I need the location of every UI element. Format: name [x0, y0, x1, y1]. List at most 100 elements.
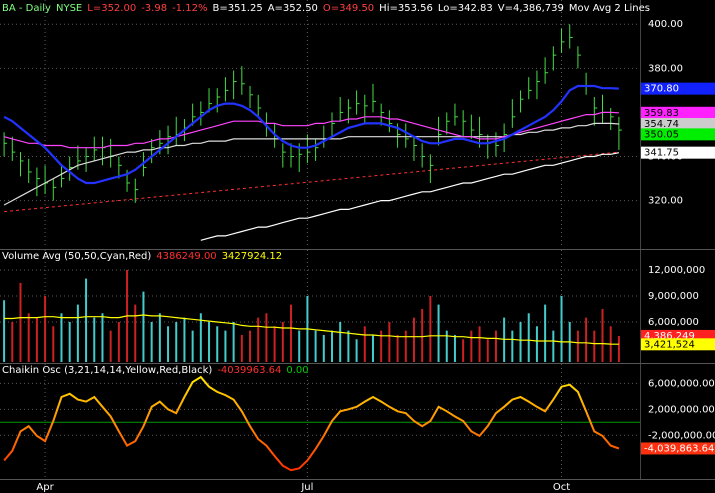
x-tick-label: Jul [300, 482, 313, 493]
volume-bar [216, 326, 219, 362]
line [3, 375, 620, 472]
volume-bar [142, 291, 145, 362]
header-item: L=352.00 [87, 3, 136, 14]
header-item: NYSE [56, 3, 82, 14]
price-box [641, 118, 715, 131]
volume-bar [322, 334, 325, 362]
price-box [641, 106, 715, 119]
volume-bar [601, 308, 604, 362]
volume-bar [437, 304, 440, 362]
header-item: V=4,386,739 [498, 3, 564, 14]
header-item: -3.98 [141, 3, 167, 14]
volume-bar [208, 321, 211, 362]
legend-item: 0.00 [286, 365, 308, 376]
volume-bar [19, 282, 22, 362]
volume-bar [3, 300, 6, 362]
price-box [641, 338, 715, 351]
y-tick-label: 12,000,000 [648, 265, 705, 276]
volume-bar [470, 330, 473, 362]
price-box [641, 146, 715, 159]
volume-bar [339, 321, 342, 362]
volume-bar [273, 326, 276, 362]
legend-item: 3427924.12 [222, 251, 282, 262]
volume-bar [544, 304, 547, 362]
price-box [641, 82, 715, 95]
volume-bar [314, 330, 317, 362]
volume-bar [265, 313, 268, 362]
volume-bar [445, 330, 448, 362]
volume-bar [257, 317, 260, 362]
header-item: B=351.25 [212, 3, 262, 14]
legend-row: Chaikin Osc (3,21,14,14,Yellow,Red,Black… [2, 365, 309, 376]
volume-bar [453, 334, 456, 362]
y-tick-label: 2,000,000.00 [648, 404, 715, 415]
legend-item: -4039963.64 [217, 365, 281, 376]
header-item: A=352.50 [268, 3, 318, 14]
volume-bar [371, 334, 374, 362]
legend-item: Chaikin Osc (3,21,14,14,Yellow,Red,Black… [2, 365, 212, 376]
volume-bar [240, 334, 243, 362]
volume-bar [290, 304, 293, 362]
y-tick-label: 6,000,000.00 [648, 378, 715, 389]
volume-bar [421, 308, 424, 362]
volume-bar [52, 326, 55, 362]
volume-bar [68, 321, 71, 362]
header-item: Lo=342.83 [438, 3, 493, 14]
volume-bar [527, 313, 530, 362]
line [3, 122, 619, 206]
header-row: BA - Daily NYSE L=352.00 -3.98 -1.12% B=351.2… [2, 3, 650, 14]
y-tick-label: 9,000,000 [648, 291, 699, 302]
volume-bar [60, 313, 63, 362]
volume-bar [109, 330, 112, 362]
price-box-label: 354.74 [644, 119, 679, 130]
volume-bar [363, 326, 366, 362]
volume-bar [11, 321, 14, 362]
line [4, 314, 619, 345]
line [200, 152, 620, 241]
header-item: Hi=353.56 [379, 3, 433, 14]
volume-bar [511, 330, 514, 362]
volume-bar [298, 330, 301, 362]
volume-bar [429, 295, 432, 362]
volume-bar [576, 330, 579, 362]
volume-bar [134, 304, 137, 362]
volume-bar [117, 321, 120, 362]
volume-bar [199, 313, 202, 362]
y-tick-label: 380.00 [648, 63, 683, 74]
volume-bar [85, 278, 88, 362]
x-tick-label: Oct [553, 482, 570, 493]
volume-bar [232, 321, 235, 362]
volume-bar [158, 313, 161, 362]
volume-bar [191, 330, 194, 362]
price-box-label: 350.05 [644, 129, 679, 140]
volume-bar [560, 295, 563, 362]
volume-bar [478, 326, 481, 362]
volume-bar [585, 317, 588, 362]
volume-bar [396, 334, 399, 362]
line [3, 84, 619, 185]
price-box [641, 128, 715, 141]
volume-bar [27, 313, 30, 362]
volume-bar [593, 330, 596, 362]
legend-row: Volume Avg (50,50,Cyan,Red) 4386249.00 342… [2, 251, 282, 262]
volume-bar [412, 317, 415, 362]
volume-bar [462, 339, 465, 362]
volume-bar [388, 321, 391, 362]
volume-bar [93, 317, 96, 362]
header-item: -1.12% [172, 3, 207, 14]
price-box-label: 341.75 [644, 148, 679, 159]
volume-bar [519, 321, 522, 362]
volume-bar [183, 317, 186, 362]
volume-bar [535, 326, 538, 362]
legend-item: 4386249.00 [156, 251, 216, 262]
header-item: BA - Daily [2, 3, 51, 14]
volume-bar [347, 330, 350, 362]
volume-bar [617, 335, 620, 362]
header-item: O=349.50 [323, 3, 374, 14]
price-box [641, 442, 715, 455]
price-box-label: -4,039,863.64 [644, 443, 714, 454]
volume-bar [486, 339, 489, 362]
trendline [4, 151, 619, 213]
